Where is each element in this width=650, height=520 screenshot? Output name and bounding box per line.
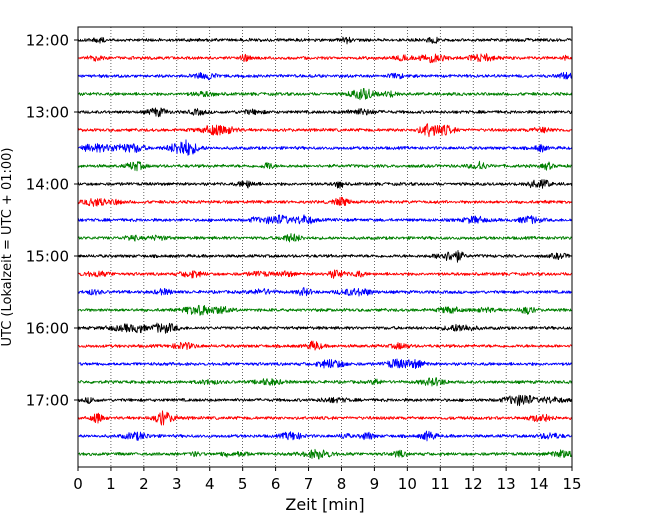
trace-1430 [77, 214, 573, 225]
seismogram-traces [77, 36, 573, 460]
trace-1415 [77, 196, 573, 207]
trace-1630 [77, 358, 573, 370]
trace-1545 [77, 304, 573, 316]
trace-1730 [77, 430, 573, 442]
x-tick-label: 4 [205, 475, 215, 493]
trace-1500 [77, 250, 573, 263]
trace-1215 [77, 53, 573, 64]
trace-1400 [77, 179, 573, 189]
x-tick-label: 8 [337, 475, 347, 493]
trace-1530 [77, 287, 573, 297]
trace-1445 [77, 233, 573, 243]
x-tick-label: 7 [304, 475, 314, 493]
x-gridlines [110, 27, 540, 467]
x-tick-label: 6 [271, 475, 281, 493]
trace-1230 [77, 71, 573, 81]
trace-1600 [77, 322, 573, 334]
x-tick-label: 0 [73, 475, 83, 493]
trace-1200 [77, 36, 573, 45]
trace-1315 [77, 123, 573, 138]
trace-1330 [77, 139, 573, 156]
y-tick-label: 15:00 [26, 248, 69, 266]
y-axis-ticks: 12:00 13:00 14:00 15:00 16:00 17:00 [26, 32, 78, 410]
y-axis-label: UTC (Lokalzeit = UTC + 01:00) [0, 148, 15, 347]
y-tick-label: 13:00 [26, 104, 69, 122]
trace-1745 [77, 448, 573, 460]
y-tick-label: 12:00 [26, 32, 69, 50]
x-tick-label: 9 [370, 475, 380, 493]
x-tick-label: 11 [431, 475, 450, 493]
trace-1515 [77, 269, 573, 279]
trace-1345 [77, 160, 573, 172]
trace-1615 [77, 340, 573, 351]
trace-1245 [77, 88, 573, 101]
trace-1300 [77, 107, 573, 118]
trace-1715 [77, 410, 573, 426]
trace-1645 [77, 377, 573, 387]
x-tick-label: 14 [530, 475, 549, 493]
x-axis-ticks: 0 1 2 3 4 5 6 7 8 9 10 11 12 13 14 15 [73, 467, 582, 493]
x-tick-label: 15 [562, 475, 581, 493]
plot-frame [77, 26, 573, 468]
y-tick-label: 17:00 [26, 392, 69, 410]
y-tick-label: 16:00 [26, 320, 69, 338]
x-tick-label: 2 [139, 475, 149, 493]
x-tick-label: 10 [398, 475, 417, 493]
x-tick-label: 12 [464, 475, 483, 493]
x-tick-label: 3 [172, 475, 182, 493]
x-tick-label: 13 [497, 475, 516, 493]
y-tick-label: 14:00 [26, 176, 69, 194]
x-axis-label: Zeit [min] [285, 495, 364, 514]
x-tick-label: 5 [238, 475, 248, 493]
trace-1700 [77, 394, 573, 407]
x-tick-label: 1 [106, 475, 116, 493]
